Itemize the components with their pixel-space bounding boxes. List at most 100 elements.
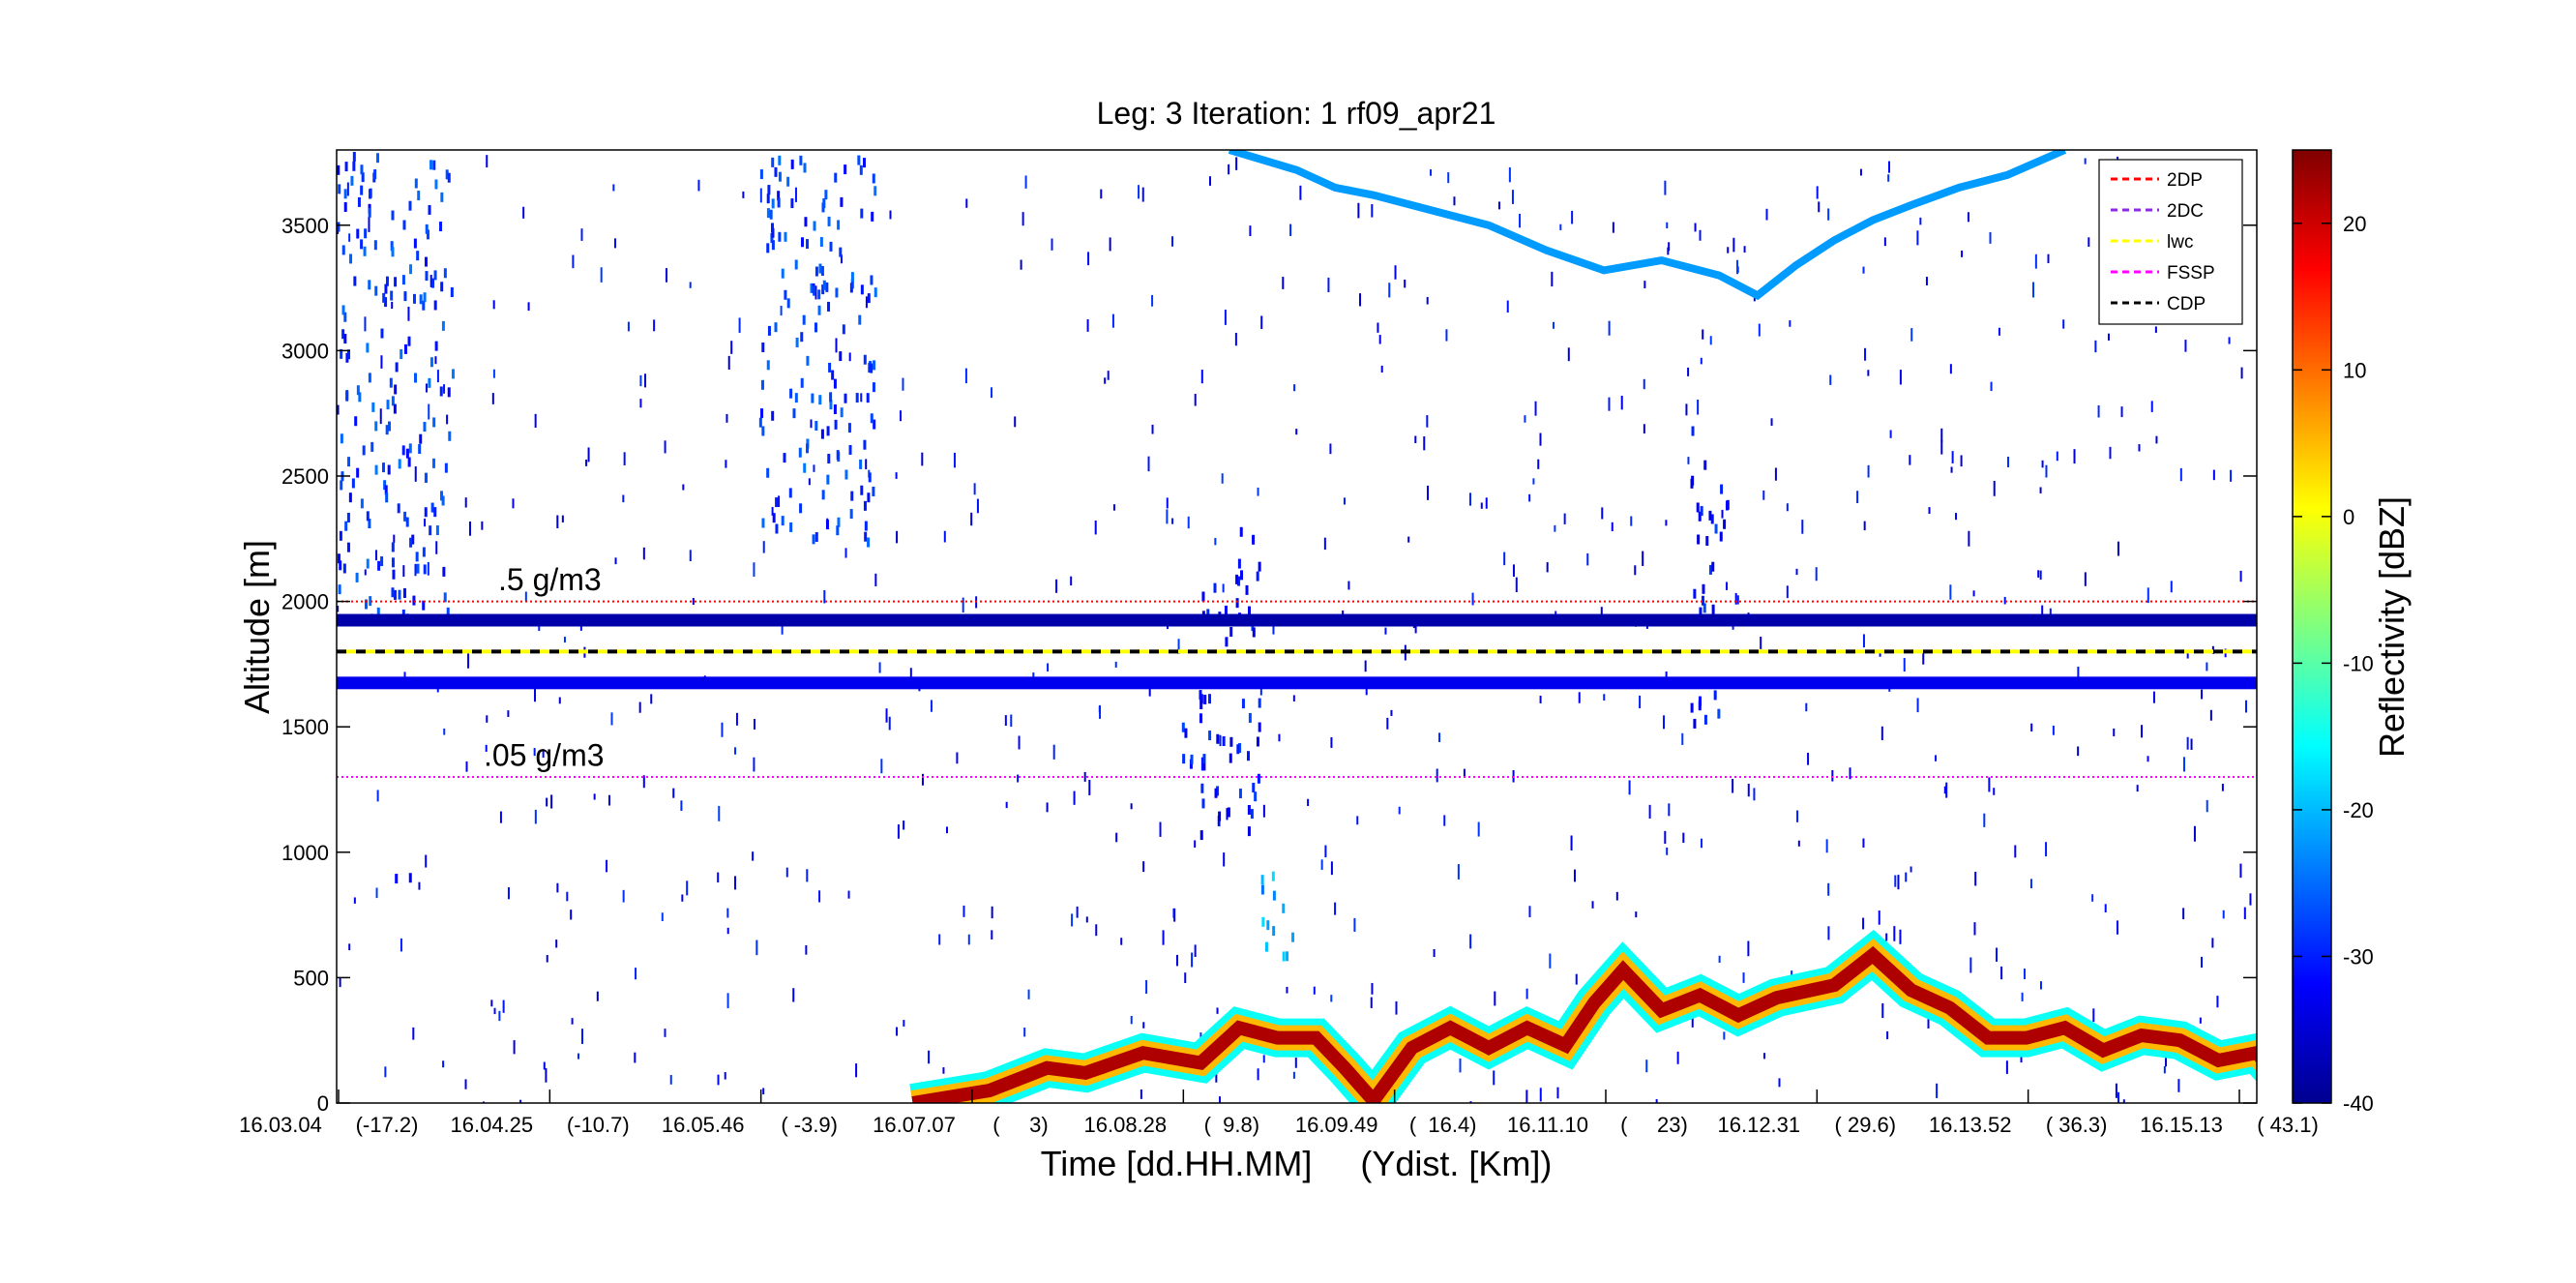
- noise-pixel: [513, 1040, 516, 1055]
- noise-pixel: [2056, 451, 2058, 462]
- cloud-pixel: [1272, 926, 1276, 937]
- cloud-pixel: [1237, 576, 1241, 586]
- cloud-pixel: [1252, 627, 1256, 638]
- cloud-pixel: [1181, 722, 1185, 732]
- cloud-pixel: [408, 200, 412, 211]
- cloud-pixel: [868, 363, 872, 373]
- cloud-pixel: [1201, 591, 1205, 602]
- noise-pixel: [1162, 930, 1165, 945]
- noise-pixel: [672, 788, 675, 798]
- noise-pixel: [1801, 520, 1804, 534]
- cloud-pixel: [770, 223, 774, 233]
- noise-pixel: [393, 534, 396, 543]
- noise-pixel: [1024, 175, 1027, 189]
- cloud-pixel: [423, 422, 427, 433]
- noise-pixel: [546, 955, 548, 963]
- noise-pixel: [1786, 503, 1789, 512]
- cloud-pixel: [771, 227, 775, 238]
- noise-pixel: [2122, 1099, 2125, 1103]
- noise-pixel: [682, 484, 685, 491]
- noise-pixel: [556, 882, 559, 893]
- noise-pixel: [785, 867, 788, 878]
- cloud-pixel: [1252, 534, 1256, 545]
- noise-pixel: [391, 301, 394, 310]
- noise-pixel: [1789, 320, 1791, 327]
- cloud-pixel: [1703, 603, 1706, 613]
- noise-pixel: [734, 876, 737, 890]
- noise-pixel: [1140, 1089, 1142, 1099]
- cloud-pixel: [374, 285, 378, 296]
- noise-pixel: [2039, 487, 2042, 493]
- cloud-pixel: [391, 396, 395, 406]
- cloud-pixel: [1703, 460, 1707, 470]
- cloud-pixel: [366, 343, 370, 353]
- noise-pixel: [1554, 524, 1556, 532]
- cloud-pixel: [368, 207, 371, 218]
- noise-pixel: [1083, 771, 1086, 782]
- cloud-pixel: [839, 247, 843, 257]
- noise-pixel: [2041, 460, 2044, 468]
- cloud-pixel: [833, 378, 837, 389]
- noise-pixel: [1262, 804, 1265, 818]
- noise-pixel: [428, 403, 430, 420]
- noise-pixel: [726, 908, 729, 918]
- noise-pixel: [2007, 456, 2010, 467]
- cloud-pixel: [863, 439, 867, 450]
- cloud-pixel: [1258, 698, 1261, 708]
- noise-pixel: [1313, 986, 1316, 995]
- noise-pixel: [2073, 449, 2076, 464]
- noise-pixel: [364, 569, 367, 576]
- cloud-pixel: [848, 444, 852, 455]
- noise-pixel: [348, 943, 351, 951]
- noise-pixel: [928, 1050, 931, 1064]
- cloud-pixel: [415, 552, 419, 562]
- cloud-pixel: [1184, 728, 1188, 738]
- noise-pixel: [2109, 446, 2112, 460]
- cloud-pixel: [431, 458, 435, 468]
- cloud-pixel: [428, 204, 431, 215]
- cloud-pixel: [350, 175, 354, 186]
- cloud-pixel: [340, 480, 343, 491]
- noise-pixel: [2243, 907, 2246, 920]
- cloud-pixel: [391, 247, 395, 257]
- noise-pixel: [738, 317, 741, 333]
- noise-pixel: [1330, 995, 1333, 1002]
- cloud-pixel: [444, 462, 448, 473]
- noise-pixel: [755, 940, 758, 956]
- noise-pixel: [1088, 779, 1091, 795]
- noise-pixel: [1611, 522, 1614, 531]
- noise-pixel: [661, 912, 664, 921]
- noise-pixel: [753, 757, 755, 772]
- noise-pixel: [1051, 238, 1053, 251]
- cloud-pixel: [1719, 531, 1723, 542]
- noise-pixel: [1364, 660, 1367, 672]
- noise-pixel: [1827, 208, 1830, 221]
- cloud-pixel: [347, 457, 351, 467]
- cloud-pixel: [870, 363, 873, 373]
- noise-pixel: [566, 891, 569, 902]
- cloud-pixel: [376, 607, 380, 617]
- noise-pixel: [1573, 869, 1576, 882]
- cloud-pixel: [1218, 811, 1222, 821]
- cloud-pixel: [440, 282, 444, 292]
- noise-pixel: [885, 708, 888, 723]
- noise-pixel: [1294, 1058, 1297, 1068]
- cloud-pixel: [1250, 809, 1254, 820]
- cloud-pixel: [1258, 722, 1261, 732]
- cloud-pixel: [842, 324, 845, 335]
- cloud-pixel: [1199, 830, 1203, 841]
- noise-pixel: [2113, 728, 2116, 736]
- noise-pixel: [1556, 1087, 1559, 1099]
- noise-pixel: [1436, 768, 1438, 783]
- cloud-pixel: [783, 453, 786, 463]
- cloud-pixel: [412, 293, 416, 304]
- cloud-pixel: [405, 448, 409, 459]
- cloud-pixel: [850, 491, 854, 501]
- noise-pixel: [1234, 332, 1237, 346]
- legend-label: 2DC: [2167, 201, 2204, 222]
- noise-pixel: [1829, 374, 1832, 385]
- noise-pixel: [762, 1088, 765, 1095]
- noise-pixel: [642, 547, 645, 560]
- cloud-pixel: [397, 503, 400, 514]
- noise-pixel: [2212, 469, 2215, 481]
